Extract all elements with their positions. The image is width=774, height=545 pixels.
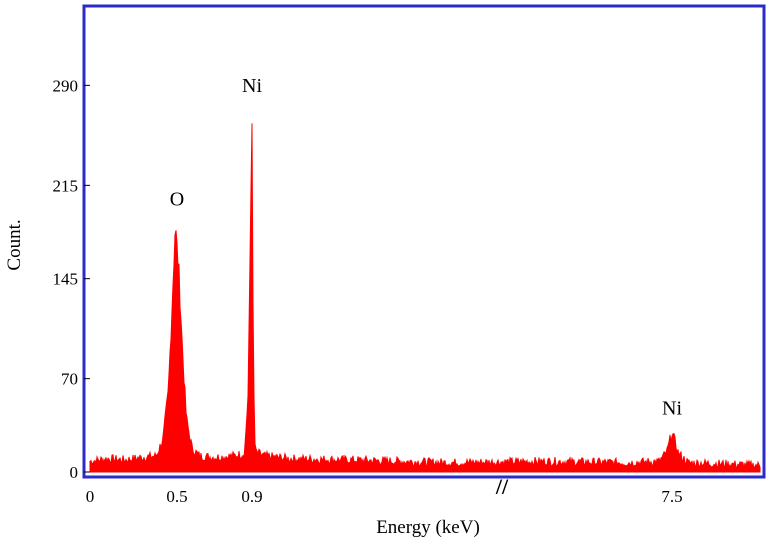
- spectrum-series-line: [89, 123, 761, 473]
- y-tick-label: 145: [53, 270, 79, 289]
- spectrum-layer: [89, 123, 761, 473]
- peak-label: Ni: [662, 398, 682, 420]
- y-tick-layer: 0 70 145 215 290: [53, 76, 90, 482]
- y-tick-label: 70: [61, 370, 78, 389]
- x-tick-layer: 0 0.5 0.9 7.5: [86, 487, 683, 506]
- x-tick-label: 0.5: [166, 487, 187, 506]
- x-axis-label: Energy (keV): [376, 517, 480, 538]
- x-tick-label: 7.5: [661, 487, 682, 506]
- plot-frame: [82, 4, 766, 479]
- x-tick-label: 0: [86, 487, 95, 506]
- peak-label: Ni: [242, 75, 262, 97]
- x-tick-label: 0.9: [241, 487, 262, 506]
- peak-label: O: [170, 188, 184, 210]
- y-tick-label: 290: [53, 76, 79, 95]
- y-tick-label: 0: [70, 463, 79, 482]
- y-axis-label: Count.: [4, 219, 25, 270]
- peak-annotation-layer: O Ni Ni: [170, 75, 683, 420]
- y-tick-label: 215: [53, 176, 79, 195]
- axis-break-marker: //: [495, 474, 509, 499]
